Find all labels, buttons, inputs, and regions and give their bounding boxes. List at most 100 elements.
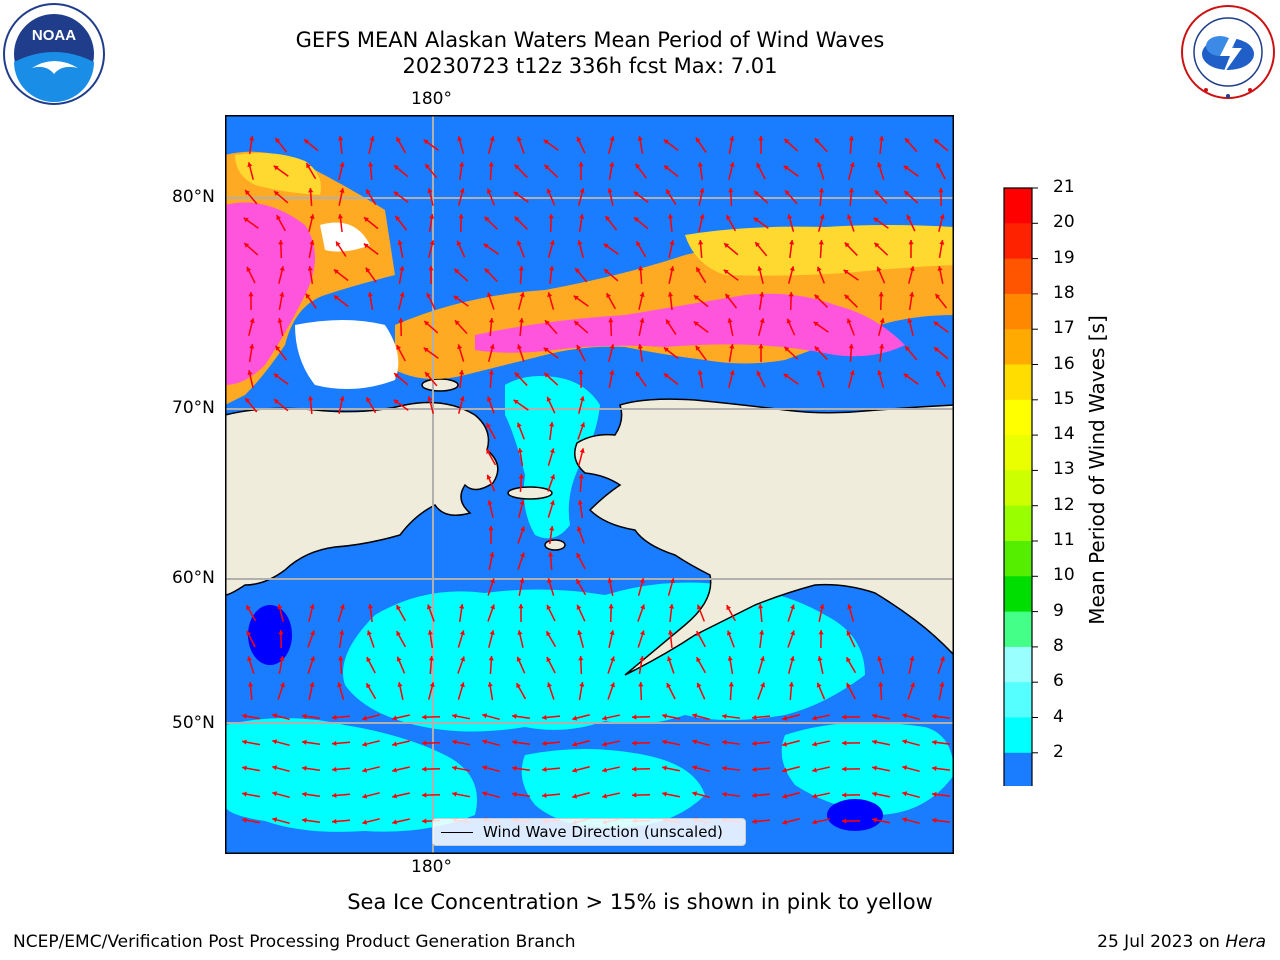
wave-direction-arrowhead (635, 371, 641, 377)
wave-direction-arrowhead (789, 656, 795, 662)
wave-direction-arrowhead (396, 345, 402, 351)
colorbar-tick-label: 6 (1053, 671, 1064, 692)
wave-direction-arrowhead (932, 713, 937, 719)
wave-direction-arrowhead (696, 604, 702, 610)
wave-direction-arrowhead (339, 162, 345, 167)
wave-direction-arrowhead (337, 214, 343, 219)
wave-direction-arrowhead (363, 243, 369, 249)
wave-direction-arrowhead (632, 714, 637, 720)
wave-direction-arrowhead (512, 765, 517, 771)
colorbar-tick-label: 17 (1053, 318, 1075, 339)
wave-direction-arrowhead (872, 739, 877, 745)
wave-direction-arrowhead (669, 578, 675, 584)
wave-direction-arrowhead (669, 240, 675, 245)
wave-direction-arrowhead (576, 604, 582, 610)
wave-direction-arrowhead (490, 604, 496, 610)
wave-direction-arrowhead (602, 793, 607, 799)
wave-direction-arrowhead (607, 188, 613, 193)
wave-direction-arrowhead (936, 371, 941, 377)
wave-direction-arrowhead (872, 791, 877, 797)
wave-direction-arrowhead (519, 500, 525, 506)
wave-direction-arrowhead (516, 683, 521, 689)
wave-direction-arrowhead (367, 292, 373, 297)
wave-period-4-6-region (781, 722, 954, 815)
wave-direction-arrowhead (332, 818, 337, 824)
wave-direction-arrowhead (546, 396, 552, 402)
wave-direction-arrowhead (812, 767, 817, 773)
wave-direction-arrowhead (607, 578, 613, 583)
wave-direction-arrowhead (547, 578, 553, 584)
wave-direction-arrowhead (247, 370, 253, 375)
wave-direction-arrowhead (579, 188, 585, 194)
wave-direction-arrowhead (874, 190, 880, 196)
colorbar-tick-label: 16 (1053, 353, 1075, 374)
wave-direction-arrowhead (842, 792, 847, 798)
map-legend: Wind Wave Direction (unscaled) (432, 818, 746, 846)
wave-direction-arrowhead (632, 792, 637, 798)
wave-direction-arrowhead (902, 713, 908, 719)
wave-direction-arrowhead (302, 817, 307, 823)
wave-direction-arrowhead (576, 579, 581, 585)
wave-direction-arrowhead (632, 766, 637, 772)
colorbar-segment (1004, 576, 1032, 613)
wave-direction-arrowhead (935, 293, 941, 299)
wave-direction-arrowhead (695, 137, 701, 143)
wave-direction-arrowhead (755, 242, 760, 248)
sea-ice-band (685, 225, 954, 276)
colorbar-tick-label: 18 (1053, 282, 1075, 303)
wave-direction-arrowhead (427, 630, 433, 635)
wave-direction-arrowhead (818, 188, 825, 193)
wave-direction-arrowhead (242, 739, 247, 745)
svg-text:NOAA: NOAA (32, 27, 76, 44)
colorbar-tick-label: 19 (1053, 247, 1075, 268)
wave-direction-arrowhead (814, 294, 820, 300)
lon-label-top: 180° (411, 89, 452, 109)
wave-direction-arrowhead (452, 765, 457, 771)
wave-direction-arrowhead (759, 318, 765, 324)
wave-direction-arrowhead (696, 657, 701, 663)
wave-direction-arrowhead (932, 791, 937, 797)
wave-direction-arrowhead (548, 214, 554, 219)
wave-direction-arrowhead (396, 631, 401, 637)
wave-direction-arrowhead (367, 630, 372, 636)
wave-direction-arrowhead (393, 399, 399, 405)
wave-direction-arrowhead (818, 630, 824, 635)
wave-direction-arrowhead (879, 344, 885, 349)
colorbar-label: Mean Period of Wind Waves [s] (1085, 315, 1109, 625)
wave-direction-arrowhead (459, 396, 465, 402)
colorbar-tick-label: 12 (1053, 494, 1075, 515)
lat-label-50: 50°N (172, 713, 215, 733)
wave-direction-arrowhead (666, 189, 671, 195)
wave-direction-arrowhead (396, 605, 401, 611)
wave-direction-arrowhead (487, 500, 493, 505)
wave-direction-arrowhead (362, 767, 368, 773)
wave-direction-arrowhead (639, 292, 645, 297)
wave-direction-arrowhead (547, 682, 552, 688)
wave-direction-arrowhead (729, 162, 735, 168)
wave-direction-arrowhead (932, 739, 937, 745)
colorbar-segment (1004, 505, 1032, 542)
wave-direction-arrowhead (663, 165, 669, 171)
colorbar-segment (1004, 682, 1032, 718)
wave-direction-arrowhead (812, 741, 817, 747)
wave-direction-arrowhead (516, 136, 522, 142)
wave-direction-arrowhead (842, 740, 847, 746)
wave-direction-arrowhead (242, 791, 247, 797)
wave-direction-arrowhead (609, 162, 615, 167)
wave-direction-arrowhead (756, 162, 762, 168)
wave-direction-arrowhead (302, 791, 307, 797)
wave-direction-arrowhead (398, 318, 404, 323)
wave-direction-arrowhead (663, 347, 669, 353)
wave-direction-arrowhead (423, 139, 429, 145)
colorbar-tick-label: 21 (1053, 177, 1075, 197)
wave-direction-arrowhead (272, 713, 278, 719)
wave-direction-arrowhead (458, 370, 465, 375)
legend-line-icon (441, 832, 473, 833)
wave-direction-arrowhead (608, 604, 614, 609)
wave-direction-arrowhead (363, 217, 369, 223)
wave-direction-arrowhead (662, 791, 667, 797)
wave-direction-arrowhead (907, 318, 913, 324)
wave-direction-arrowhead (246, 605, 251, 611)
wave-direction-arrowhead (518, 266, 524, 271)
wave-direction-arrowhead (248, 292, 254, 297)
